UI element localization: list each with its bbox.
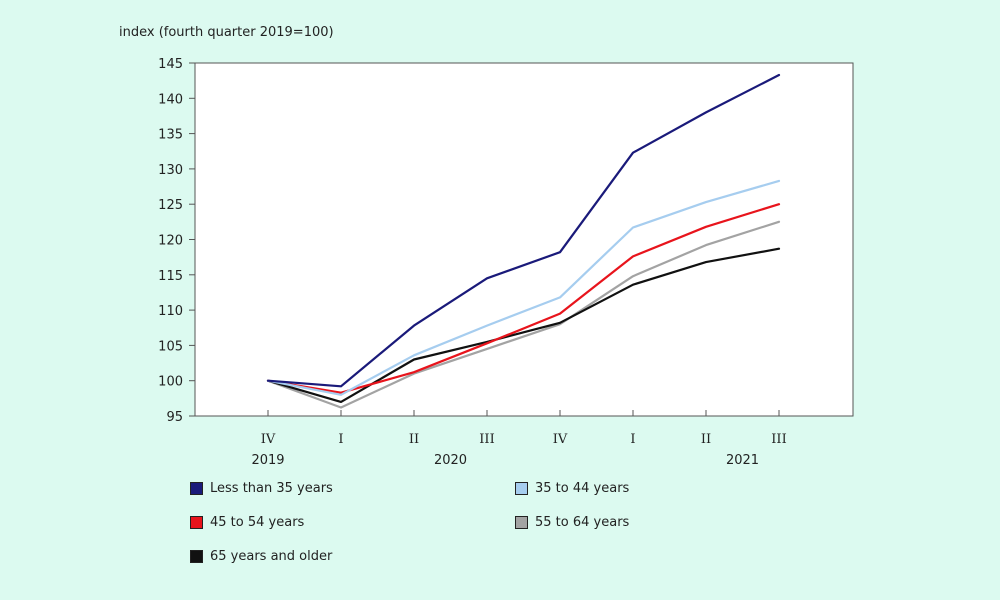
x-tick-label: III bbox=[479, 432, 494, 447]
legend-swatch bbox=[190, 549, 203, 563]
y-tick-label: 145 bbox=[158, 57, 183, 72]
legend: Less than 35 years 35 to 44 years 45 to 54… bbox=[190, 478, 710, 566]
x-tick-label: IV bbox=[553, 432, 568, 447]
legend-item: 65 years and older bbox=[190, 546, 515, 566]
x-tick-label: I bbox=[630, 432, 635, 447]
series-line-65-years-and-older bbox=[266, 247, 781, 403]
legend-item: 35 to 44 years bbox=[515, 478, 715, 498]
y-tick-label: 125 bbox=[158, 198, 183, 213]
legend-item: 55 to 64 years bbox=[515, 512, 715, 532]
y-axis-title: index (fourth quarter 2019=100) bbox=[119, 25, 334, 40]
x-year-label: 2020 bbox=[434, 453, 467, 468]
legend-swatch bbox=[515, 481, 528, 495]
y-axis: 95 100 105 110 115 120 125 130 135 140 145 bbox=[158, 57, 195, 425]
series-line-35-to-44-years bbox=[266, 179, 781, 396]
x-tick-label: II bbox=[701, 432, 711, 447]
series-line-55-to-64-years bbox=[266, 220, 781, 409]
legend-swatch bbox=[515, 515, 528, 529]
legend-label: Less than 35 years bbox=[210, 480, 333, 496]
y-tick-label: 110 bbox=[158, 304, 183, 319]
y-tick-label: 120 bbox=[158, 234, 183, 249]
x-tick-label: IV bbox=[261, 432, 276, 447]
legend-item: Less than 35 years bbox=[190, 478, 515, 498]
legend-label: 45 to 54 years bbox=[210, 514, 305, 530]
legend-label: 65 years and older bbox=[210, 548, 333, 564]
legend-label: 55 to 64 years bbox=[535, 514, 630, 530]
x-year-label: 2019 bbox=[251, 453, 284, 468]
x-tick-label: II bbox=[409, 432, 419, 447]
series-lines bbox=[266, 73, 781, 409]
y-tick-label: 100 bbox=[158, 375, 183, 390]
y-tick-label: 135 bbox=[158, 128, 183, 143]
series-line-less-than-35-years bbox=[266, 73, 781, 388]
y-tick-label: 105 bbox=[158, 339, 183, 354]
legend-label: 35 to 44 years bbox=[535, 480, 630, 496]
x-tick-label: I bbox=[338, 432, 343, 447]
legend-swatch bbox=[190, 515, 203, 529]
legend-item: 45 to 54 years bbox=[190, 512, 515, 532]
x-year-label: 2021 bbox=[726, 453, 759, 468]
y-tick-label: 115 bbox=[158, 269, 183, 284]
y-tick-label: 140 bbox=[158, 92, 183, 107]
y-tick-label: 130 bbox=[158, 163, 183, 178]
plot-area bbox=[194, 62, 854, 417]
x-tick-label: III bbox=[771, 432, 786, 447]
legend-swatch bbox=[190, 481, 203, 495]
y-tick-label: 95 bbox=[166, 410, 183, 425]
